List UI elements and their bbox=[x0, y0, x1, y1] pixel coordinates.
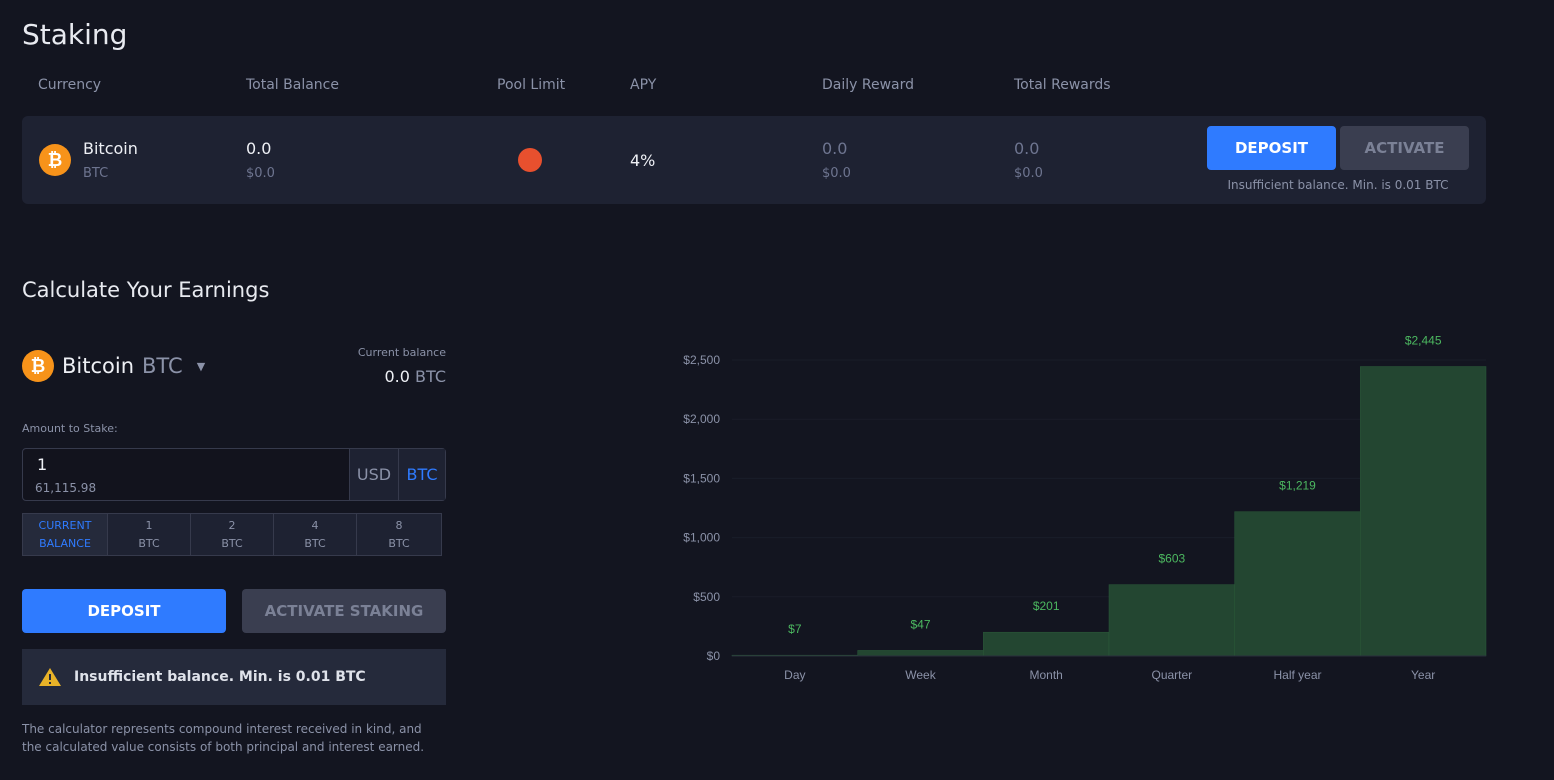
total-rewards: 0.0 bbox=[1014, 139, 1040, 158]
preset-label: 4 bbox=[311, 518, 319, 532]
preset-3[interactable]: 4 BTC bbox=[273, 513, 357, 556]
bar-value-label: $603 bbox=[1158, 552, 1185, 566]
coin-name: Bitcoin bbox=[62, 354, 135, 378]
preset-label: BTC bbox=[221, 536, 243, 550]
bar-quarter bbox=[1108, 584, 1235, 657]
bar-value-label: $7 bbox=[788, 622, 802, 636]
calculator-title: Calculate Your Earnings bbox=[22, 278, 270, 302]
page-title: Staking bbox=[22, 18, 128, 51]
preset-2[interactable]: 2 BTC bbox=[190, 513, 274, 556]
x-tick-label: Month bbox=[1029, 668, 1062, 682]
earnings-chart: $0 $500 $1,000 $1,500 $2,000 $2,500 $7 Day $47 We… bbox=[683, 334, 1487, 682]
y-tick-label: $1,000 bbox=[683, 531, 720, 545]
y-tick-label: $0 bbox=[707, 649, 721, 663]
amount-converted: 61,115.98 bbox=[35, 481, 97, 495]
preset-label: BTC bbox=[304, 536, 326, 550]
staking-row-bitcoin: ₿ Bitcoin BTC 0.0 $0.0 4% 0.0 $0.0 0.0 $… bbox=[22, 116, 1486, 204]
header-total-balance: Total Balance bbox=[246, 77, 339, 93]
x-tick-label: Day bbox=[784, 668, 805, 682]
bar-month bbox=[983, 631, 1110, 657]
bar-value-label: $1,219 bbox=[1279, 479, 1316, 493]
currency-name: Bitcoin bbox=[83, 139, 138, 158]
total-balance: 0.0 bbox=[246, 139, 272, 158]
coin-selector[interactable]: ₿ Bitcoin BTC ▼ bbox=[22, 350, 205, 382]
bar-half-year bbox=[1234, 511, 1361, 657]
x-tick-label: Year bbox=[1411, 668, 1435, 682]
bar-value-label: $2,445 bbox=[1405, 334, 1442, 348]
calc-deposit-button[interactable]: DEPOSIT bbox=[22, 589, 226, 633]
unit-usd-toggle[interactable]: USD bbox=[349, 449, 398, 500]
currency-ticker: BTC bbox=[83, 166, 109, 181]
y-tick-label: $500 bbox=[693, 590, 720, 604]
header-apy: APY bbox=[630, 77, 657, 93]
warning-icon bbox=[39, 668, 61, 686]
preset-label: BTC bbox=[388, 536, 410, 550]
bitcoin-icon: ₿ bbox=[39, 144, 71, 176]
preset-label: 8 bbox=[395, 518, 403, 532]
amount-input[interactable]: 1 61,115.98 USD BTC bbox=[22, 448, 446, 501]
insufficient-balance-note: Insufficient balance. Min. is 0.01 BTC bbox=[1227, 178, 1449, 192]
bar-value-label: $201 bbox=[1033, 599, 1060, 613]
x-tick-label: Week bbox=[905, 668, 936, 682]
preset-label: BALANCE bbox=[39, 536, 91, 550]
amount-value[interactable]: 1 bbox=[37, 455, 48, 474]
current-balance-label: Current balance bbox=[357, 346, 446, 359]
bitcoin-icon: ₿ bbox=[22, 350, 54, 382]
preset-label: CURRENT bbox=[38, 518, 92, 532]
daily-reward: 0.0 bbox=[822, 139, 848, 158]
y-tick-label: $1,500 bbox=[683, 471, 720, 485]
preset-label: BTC bbox=[138, 536, 160, 550]
header-currency: Currency bbox=[38, 77, 102, 93]
bar-week bbox=[857, 650, 984, 657]
x-tick-label: Quarter bbox=[1151, 668, 1192, 682]
coin-ticker: BTC bbox=[142, 354, 183, 378]
bar-year bbox=[1360, 366, 1487, 657]
header-total-rewards: Total Rewards bbox=[1014, 77, 1111, 93]
unit-btc-toggle[interactable]: BTC bbox=[398, 449, 445, 500]
calculator-disclaimer: The calculator represents compound inter… bbox=[22, 722, 425, 754]
preset-0[interactable]: CURRENT BALANCE bbox=[22, 513, 108, 556]
current-balance-value: 0.0 bbox=[384, 367, 410, 386]
warning-text: Insufficient balance. Min. is 0.01 BTC bbox=[74, 669, 366, 685]
daily-reward-usd: $0.0 bbox=[822, 166, 851, 181]
warning-banner: Insufficient balance. Min. is 0.01 BTC bbox=[22, 649, 446, 705]
y-tick-label: $2,000 bbox=[683, 412, 720, 426]
apy-value: 4% bbox=[630, 151, 656, 170]
bar-value-label: $47 bbox=[910, 617, 930, 631]
total-rewards-usd: $0.0 bbox=[1014, 166, 1043, 181]
y-tick-label: $2,500 bbox=[683, 353, 720, 367]
chevron-down-icon: ▼ bbox=[196, 359, 206, 373]
deposit-button[interactable]: DEPOSIT bbox=[1207, 126, 1336, 170]
header-daily-reward: Daily Reward bbox=[822, 77, 915, 93]
amount-label: Amount to Stake: bbox=[22, 422, 118, 435]
header-pool-limit: Pool Limit bbox=[497, 77, 566, 93]
current-balance-unit: BTC bbox=[415, 367, 446, 386]
preset-4[interactable]: 8 BTC bbox=[356, 513, 442, 556]
total-balance-usd: $0.0 bbox=[246, 166, 275, 181]
preset-label: 2 bbox=[228, 518, 236, 532]
pool-limit-indicator bbox=[518, 148, 542, 172]
preset-1[interactable]: 1 BTC bbox=[107, 513, 191, 556]
activate-staking-button[interactable]: ACTIVATE STAKING bbox=[242, 589, 446, 633]
preset-label: 1 bbox=[145, 518, 153, 532]
x-tick-label: Half year bbox=[1273, 668, 1321, 682]
activate-button[interactable]: ACTIVATE bbox=[1340, 126, 1469, 170]
